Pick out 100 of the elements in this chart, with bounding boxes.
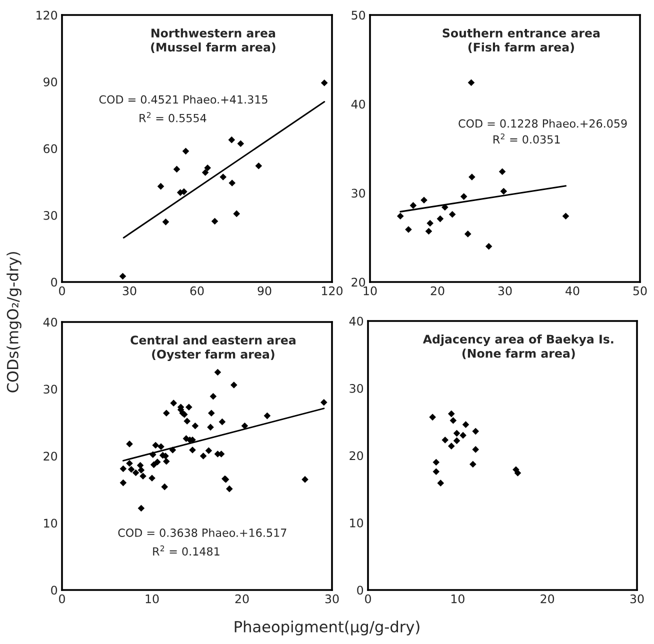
point bbox=[184, 418, 190, 425]
point bbox=[120, 465, 127, 472]
point bbox=[186, 404, 192, 410]
x-tick-label: 40 bbox=[566, 286, 580, 296]
annotation: COD = 0.4521 Phaeo.+41.315 bbox=[99, 95, 268, 104]
y-tick-label: 40 bbox=[349, 316, 364, 326]
point bbox=[162, 218, 170, 226]
point bbox=[425, 228, 432, 235]
annotation: R$^{2}$ = 0.1481 bbox=[153, 545, 220, 556]
point bbox=[426, 220, 434, 227]
point bbox=[500, 188, 508, 195]
point bbox=[140, 472, 146, 480]
y-tick-label: 60 bbox=[44, 144, 58, 154]
point bbox=[448, 210, 456, 218]
point bbox=[200, 452, 207, 460]
point bbox=[173, 166, 180, 173]
point bbox=[161, 483, 168, 490]
point bbox=[405, 226, 412, 233]
point bbox=[237, 140, 244, 148]
point bbox=[448, 410, 455, 418]
point bbox=[170, 400, 177, 406]
x-tick-label: 50 bbox=[633, 286, 647, 296]
point bbox=[264, 412, 271, 420]
point bbox=[180, 188, 188, 196]
point bbox=[320, 79, 328, 86]
text: Northwestern area (Mussel farm area) bbox=[151, 28, 276, 53]
point bbox=[472, 446, 479, 453]
point bbox=[132, 469, 140, 476]
annotation: R$^{2}$ = 0.0351 bbox=[494, 133, 560, 144]
y-tick-label: 10 bbox=[350, 518, 364, 528]
x-tick-label: 60 bbox=[190, 286, 204, 296]
point bbox=[462, 421, 470, 428]
point bbox=[468, 174, 476, 180]
point bbox=[453, 437, 460, 444]
point bbox=[126, 460, 133, 467]
point bbox=[210, 392, 217, 400]
point bbox=[453, 430, 460, 437]
text: Southern entrance area (Fish farm area) bbox=[442, 28, 600, 53]
point bbox=[228, 136, 236, 144]
point bbox=[220, 174, 226, 180]
point bbox=[470, 460, 476, 468]
y-tick-label: 0 bbox=[51, 586, 58, 595]
point bbox=[437, 480, 444, 486]
point bbox=[148, 474, 156, 482]
point bbox=[562, 212, 570, 220]
point bbox=[202, 169, 209, 176]
annotation: COD = 0.1228 Phaeo.+26.059 bbox=[458, 119, 627, 128]
point bbox=[233, 210, 240, 218]
x-tick-label: 0 bbox=[59, 286, 65, 296]
y-tick-label: 20 bbox=[352, 278, 366, 287]
point bbox=[429, 414, 436, 421]
point bbox=[255, 162, 262, 170]
point bbox=[320, 399, 328, 406]
x-tick-label: 20 bbox=[235, 594, 249, 604]
point bbox=[152, 442, 159, 449]
y-tick-label: 30 bbox=[350, 384, 364, 393]
point bbox=[396, 212, 404, 220]
x-tick-label: 0 bbox=[59, 594, 65, 604]
point bbox=[189, 446, 196, 454]
y-tick-label: 30 bbox=[44, 210, 58, 220]
x-tick-label: 30 bbox=[325, 594, 339, 604]
y-tick-label: 30 bbox=[352, 188, 366, 198]
point bbox=[158, 443, 164, 450]
point bbox=[436, 215, 444, 222]
point bbox=[211, 218, 218, 225]
point bbox=[432, 458, 440, 466]
y-tick-label: 30 bbox=[44, 384, 58, 394]
y-tick-label: 40 bbox=[351, 100, 366, 109]
point bbox=[157, 182, 164, 190]
y-tick-label: 10 bbox=[44, 518, 58, 528]
x-tick-label: 30 bbox=[122, 286, 136, 296]
x-tick-label: 30 bbox=[630, 594, 644, 604]
point bbox=[119, 272, 126, 280]
y-tick-label: 40 bbox=[43, 318, 58, 327]
point bbox=[138, 466, 145, 474]
x-tick-label: 10 bbox=[146, 594, 159, 604]
point bbox=[460, 432, 466, 439]
point bbox=[192, 422, 199, 430]
point bbox=[163, 458, 170, 465]
point bbox=[154, 458, 161, 466]
text: Adjacency area of Baekya Is. (None farm area) bbox=[422, 334, 614, 360]
point bbox=[207, 424, 214, 431]
point bbox=[442, 436, 449, 444]
point bbox=[302, 476, 308, 483]
y-tick-label: 0 bbox=[51, 278, 58, 287]
y-axis-title: CODs(mgO₂/g-dry) bbox=[6, 252, 22, 392]
point bbox=[464, 230, 472, 238]
y-tick-label: 90 bbox=[44, 77, 58, 86]
point bbox=[230, 382, 238, 388]
point bbox=[514, 470, 522, 476]
point bbox=[472, 428, 479, 435]
point bbox=[218, 418, 226, 426]
point bbox=[128, 466, 135, 473]
point bbox=[205, 447, 212, 454]
x-tick-label: 20 bbox=[540, 594, 554, 604]
point bbox=[226, 485, 233, 492]
point bbox=[208, 410, 215, 417]
y-tick-label: 20 bbox=[350, 451, 364, 460]
point bbox=[410, 202, 417, 209]
x-axis-title: Phaeopigment(µg/g-dry) bbox=[234, 620, 420, 636]
